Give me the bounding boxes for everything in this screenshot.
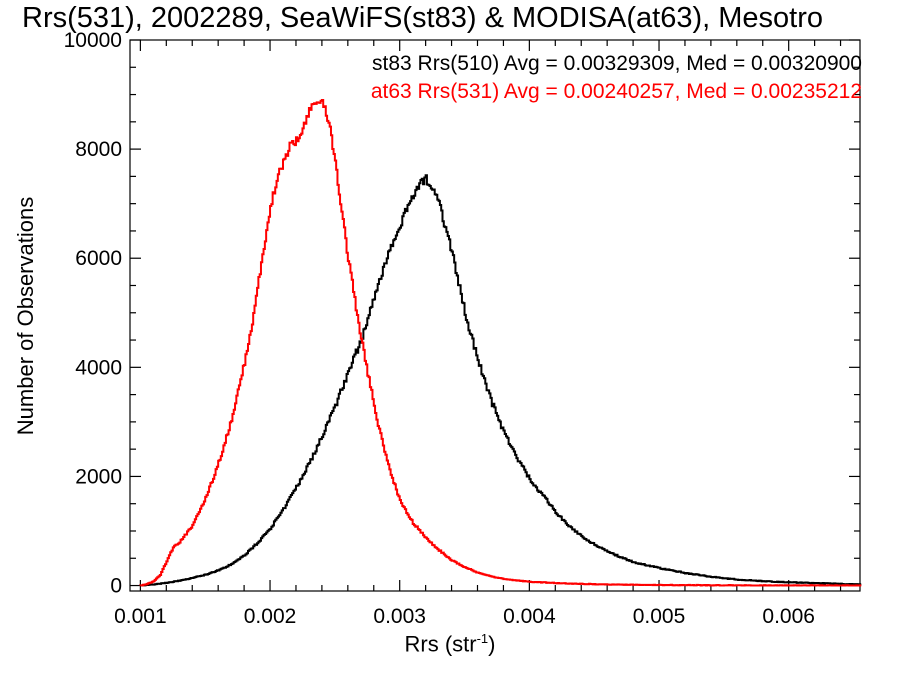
y-tick-label: 2000 [75,465,122,488]
x-tick-label: 0.004 [503,605,556,628]
x-axis-label-text: Rrs (str [404,631,477,657]
legend-entry-red-series: at63 Rrs(531) Avg = 0.00240257, Med = 0.… [370,80,862,103]
tick-labels: 0.001 0.002 0.003 0.004 0.005 0.006 0 2000 4000 6… [64,29,815,628]
data-series [139,99,862,587]
y-tick-label: 0 [110,575,122,598]
legend-entry-black-series: st83 Rrs(510) Avg = 0.00329309, Med = 0.… [372,52,862,75]
x-tick-label: 0.003 [373,605,426,628]
x-tick-label: 0.006 [762,605,815,628]
axis-ticks [130,39,860,591]
y-tick-label: 10000 [64,29,122,52]
series-line-st83 [139,174,862,587]
x-tick-label: 0.002 [244,605,297,628]
x-tick-label: 0.005 [633,605,686,628]
x-tick-label: 0.001 [114,605,167,628]
plot-area [129,39,861,592]
y-tick-label: 4000 [75,356,122,379]
series-line-at63 [139,99,862,587]
x-axis-label: Rrs (str-1) [404,631,496,657]
x-axis-label-exponent: -1 [476,631,489,646]
y-axis-label: Number of Observations [13,196,38,436]
chart-title: Rrs(531), 2002289, SeaWiFS(st83) & MODIS… [22,2,824,34]
y-tick-label: 8000 [75,138,122,161]
y-tick-label: 6000 [75,247,122,270]
